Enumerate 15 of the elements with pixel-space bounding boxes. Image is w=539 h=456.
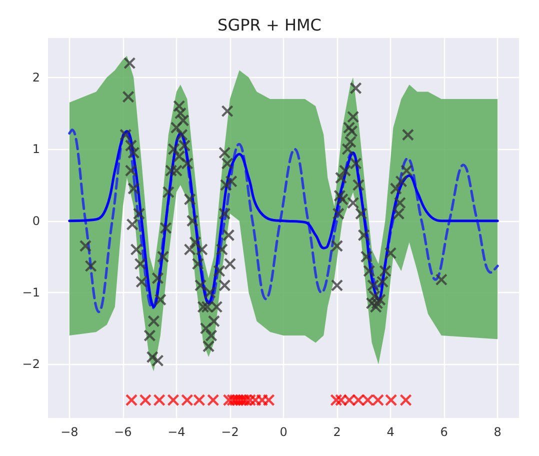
y-tick-label: 0 [32, 214, 40, 228]
x-tick-label: 2 [333, 425, 341, 439]
x-tick-label: 8 [494, 425, 502, 439]
x-tick-label: 6 [440, 425, 448, 439]
y-tick-label: −2 [22, 357, 40, 372]
y-tick-label: 1 [32, 142, 40, 156]
x-tick-label: −6 [114, 425, 132, 439]
y-tick-label: −1 [22, 286, 40, 300]
x-tick-label: 0 [280, 425, 288, 439]
x-tick-label: −8 [60, 425, 78, 439]
chart-title: SGPR + HMC [218, 16, 322, 34]
y-tick-label: 2 [32, 70, 40, 84]
x-tick-label: 4 [386, 425, 394, 439]
x-tick-label: −2 [221, 425, 239, 439]
x-tick-label: −4 [168, 425, 186, 439]
